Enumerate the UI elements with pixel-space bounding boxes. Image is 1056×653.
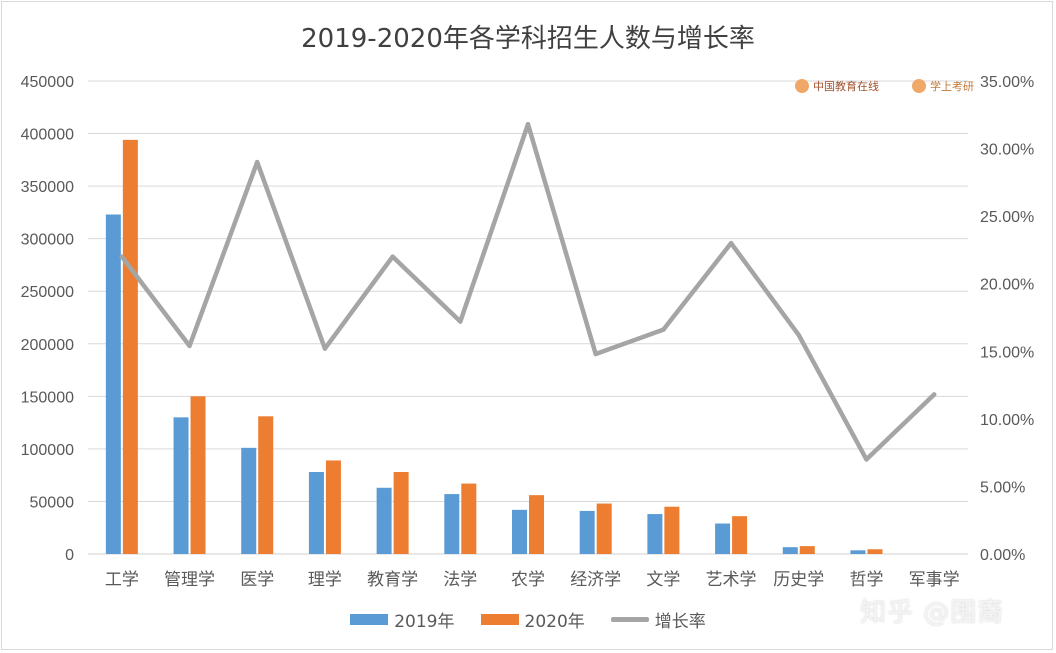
xue-logo-icon	[912, 79, 926, 93]
x-category-label: 理学	[308, 570, 342, 590]
y-left-tick-label: 400000	[21, 127, 74, 144]
growth-rate-line	[119, 121, 937, 462]
x-category-label: 历史学	[773, 570, 824, 590]
y-right-tick-label: 35.00%	[980, 74, 1034, 91]
bar-2020	[799, 546, 815, 554]
bar-2020	[867, 549, 883, 554]
y-left-tick-label: 50000	[30, 494, 75, 511]
y-left-tick-label: 100000	[21, 442, 74, 459]
y-left-tick-label: 150000	[21, 389, 74, 406]
growth-rate-point	[931, 392, 937, 397]
x-category-label: 医学	[240, 570, 274, 590]
growth-rate-point	[254, 159, 260, 165]
xue-logo-watermark: 学上考研	[912, 78, 974, 94]
bar-2019	[241, 447, 257, 554]
x-category-label: 文学	[646, 570, 680, 590]
bar-2019	[512, 509, 527, 554]
bar-2019	[850, 550, 866, 554]
bar-2020	[325, 460, 341, 554]
chart-legend: 2019年 2020年 增长率	[0, 607, 1056, 632]
bar-2019	[444, 494, 460, 554]
y-right-tick-label: 25.00%	[980, 209, 1034, 226]
growth-rate-point	[390, 254, 395, 259]
growth-rate-point	[728, 240, 734, 246]
x-category-label: 法学	[443, 570, 477, 590]
eol-logo-watermark: 中国教育在线	[795, 78, 879, 94]
bar-2019	[308, 472, 324, 554]
bar-2020	[258, 416, 274, 554]
bar-2019	[782, 547, 798, 554]
bar-2020	[529, 495, 544, 554]
growth-rate-point	[593, 351, 598, 357]
legend-swatch-2020	[480, 614, 519, 625]
x-category-label: 经济学	[570, 570, 621, 590]
y-right-tick-label: 0.00%	[980, 547, 1025, 564]
eol-logo-icon	[795, 79, 809, 93]
growth-rate-point	[119, 254, 125, 259]
growth-rate-point	[525, 121, 531, 127]
x-category-label: 哲学	[849, 570, 883, 590]
bar-2020	[664, 506, 680, 554]
y-right-tick-label: 10.00%	[980, 412, 1034, 429]
bar-2020	[732, 516, 748, 554]
y-left-tick-label: 350000	[21, 179, 74, 196]
zhihu-watermark: 知乎 @围裔	[860, 598, 1005, 628]
growth-rate-point	[458, 319, 463, 324]
y-right-tick-label: 20.00%	[980, 277, 1034, 294]
bar-2020	[122, 139, 138, 554]
y-left-tick-label: 450000	[21, 74, 74, 91]
growth-rate-point	[796, 332, 802, 338]
y-right-tick-label: 30.00%	[980, 142, 1034, 159]
legend-swatch-2019	[350, 614, 389, 625]
growth-rate-point	[661, 327, 666, 332]
x-category-label: 艺术学	[706, 570, 757, 590]
x-category-label: 军事学	[909, 570, 960, 590]
x-category-label: 农学	[511, 570, 545, 590]
growth-rate-point	[187, 343, 192, 349]
bar-2019	[105, 214, 121, 555]
legend-item-2019: 2019年	[350, 607, 455, 632]
bar-2020	[461, 483, 477, 554]
x-category-label: 管理学	[164, 570, 215, 590]
bar-2020	[190, 396, 206, 554]
bar-2020	[393, 472, 409, 554]
y-left-tick-label: 250000	[21, 284, 74, 301]
bar-2019	[173, 417, 189, 554]
legend-swatch-growth	[610, 617, 649, 622]
y-left-tick-label: 0	[65, 547, 74, 564]
y-right-tick-label: 15.00%	[980, 344, 1034, 361]
x-category-label: 工学	[105, 570, 139, 590]
legend-item-growth: 增长率	[610, 607, 706, 632]
y-left-tick-label: 300000	[21, 232, 74, 249]
growth-rate-point	[864, 457, 869, 462]
x-category-label: 教育学	[367, 570, 418, 590]
y-left-tick-label: 200000	[21, 337, 74, 354]
bar-2019	[376, 487, 392, 554]
chart-title: 2019-2020年各学科招生人数与增长率	[301, 24, 755, 54]
y-right-tick-label: 5.00%	[980, 479, 1025, 496]
bar-2019	[579, 510, 595, 554]
bar-2020	[596, 503, 612, 554]
bar-2019	[647, 514, 663, 554]
bar-2019	[715, 523, 731, 554]
growth-rate-point	[322, 346, 328, 351]
legend-item-2020: 2020年	[480, 607, 585, 632]
